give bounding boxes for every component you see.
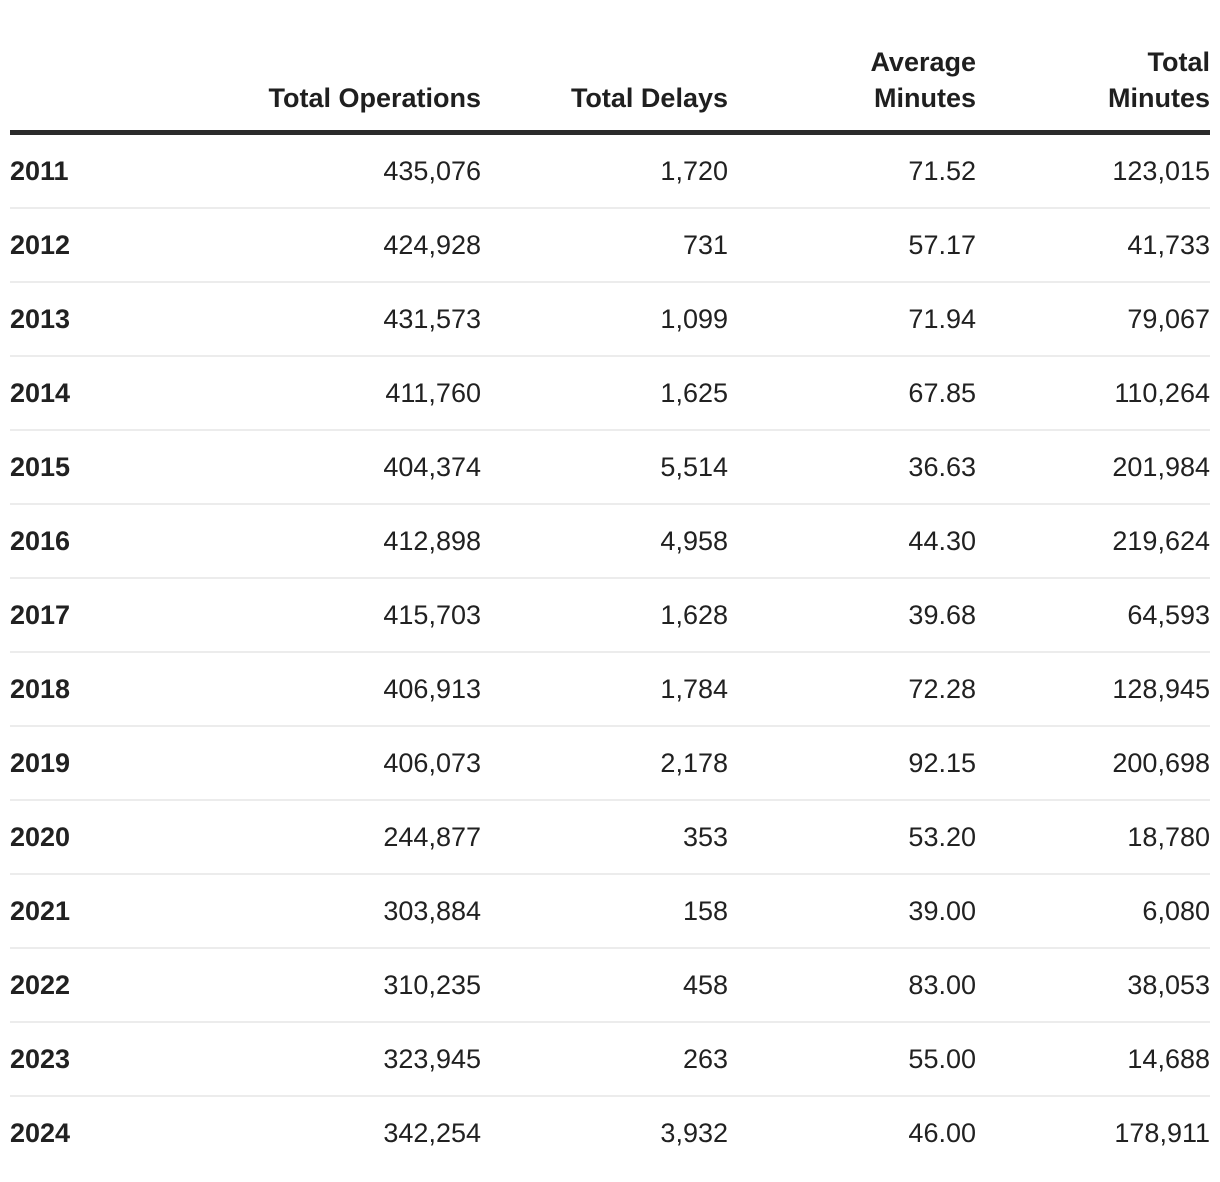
- average-minutes-cell: 46.00: [728, 1095, 976, 1169]
- table-row: 2019 406,073 2,178 92.15 200,698: [10, 725, 1210, 800]
- year-cell: 2015: [10, 429, 140, 504]
- table-row: 2014 411,760 1,625 67.85 110,264: [10, 355, 1210, 430]
- total-operations-cell: 323,945: [140, 1021, 481, 1096]
- total-delays-cell: 1,784: [481, 651, 728, 726]
- total-delays-cell: 1,625: [481, 355, 728, 430]
- year-cell: 2012: [10, 207, 140, 282]
- total-minutes-cell: 38,053: [976, 947, 1210, 1022]
- average-minutes-cell: 71.52: [908, 155, 976, 186]
- average-minutes-cell: 55.00: [728, 1021, 976, 1096]
- year-cell: 2018: [10, 651, 140, 726]
- average-minutes-cell: 92.15: [728, 725, 976, 800]
- column-header-total-delays: Total Delays: [481, 0, 728, 135]
- table-row: 2012 424,928 731 57.17 41,733: [10, 207, 1210, 282]
- table-row: 2016 412,898 4,958 44.30 219,624: [10, 503, 1210, 578]
- average-minutes-cell: 44.30: [728, 503, 976, 578]
- year-cell: 2014: [10, 355, 140, 430]
- total-operations-cell: 412,898: [140, 503, 481, 578]
- year-cell: 2020: [10, 799, 140, 874]
- average-minutes-cell: 83.00: [728, 947, 976, 1022]
- average-minutes-cell: 71.94: [728, 281, 976, 356]
- table-row: 2018 406,913 1,784 72.28 128,945: [10, 651, 1210, 726]
- total-operations-cell: 404,374: [140, 429, 481, 504]
- total-delays-cell: 353: [481, 799, 728, 874]
- average-minutes-cell: 36.63: [728, 429, 976, 504]
- total-minutes-cell: 18,780: [976, 799, 1210, 874]
- total-operations-cell: 431,573: [140, 281, 481, 356]
- table-row: 2017 415,703 1,628 39.68 64,593: [10, 577, 1210, 652]
- total-operations-cell: 406,073: [140, 725, 481, 800]
- total-operations-cell: 424,928: [140, 207, 481, 282]
- total-minutes-cell: 219,624: [976, 503, 1210, 578]
- year-cell: 2011: [10, 155, 69, 186]
- year-cell: 2016: [10, 503, 140, 578]
- year-cell: 2024: [10, 1095, 140, 1169]
- total-minutes-cell: 128,945: [976, 651, 1210, 726]
- total-delays-cell: 1,099: [481, 281, 728, 356]
- total-delays-cell: 731: [481, 207, 728, 282]
- total-minutes-cell: 123,015: [1112, 155, 1210, 186]
- yearly-operations-table: Total Operations Total Delays Average Mi…: [10, 0, 1210, 1169]
- year-cell: 2022: [10, 947, 140, 1022]
- table-row: 2015 404,374 5,514 36.63 201,984: [10, 429, 1210, 504]
- year-cell: 2021: [10, 873, 140, 948]
- total-operations-cell: 310,235: [140, 947, 481, 1022]
- total-delays-cell: 263: [481, 1021, 728, 1096]
- total-minutes-cell: 200,698: [976, 725, 1210, 800]
- column-header-total-minutes: Total Minutes: [976, 0, 1210, 135]
- table-row: 2021 303,884 158 39.00 6,080: [10, 873, 1210, 948]
- table-row: 2024 342,254 3,932 46.00 178,911: [10, 1095, 1210, 1169]
- total-minutes-cell: 110,264: [976, 355, 1210, 430]
- total-operations-cell: 303,884: [140, 873, 481, 948]
- total-operations-cell: 411,760: [140, 355, 481, 430]
- table-row: 2023 323,945 263 55.00 14,688: [10, 1021, 1210, 1096]
- total-minutes-cell: 178,911: [976, 1095, 1210, 1169]
- column-header-average-minutes: Average Minutes: [728, 0, 976, 135]
- total-delays-cell: 3,932: [481, 1095, 728, 1169]
- total-minutes-cell: 6,080: [976, 873, 1210, 948]
- total-minutes-cell: 201,984: [976, 429, 1210, 504]
- total-operations-cell: 415,703: [140, 577, 481, 652]
- total-delays-cell: 158: [481, 873, 728, 948]
- table-row: 2013 431,573 1,099 71.94 79,067: [10, 281, 1210, 356]
- average-minutes-cell: 53.20: [728, 799, 976, 874]
- year-cell: 2019: [10, 725, 140, 800]
- total-delays-cell: 1,720: [660, 155, 728, 186]
- average-minutes-cell: 57.17: [728, 207, 976, 282]
- total-delays-cell: 1,628: [481, 577, 728, 652]
- total-minutes-cell: 79,067: [976, 281, 1210, 356]
- total-operations-cell: 406,913: [140, 651, 481, 726]
- table-row: 2011 435,076 1,720 71.52 123,015: [10, 133, 1210, 209]
- total-delays-cell: 4,958: [481, 503, 728, 578]
- header-row: Total Operations Total Delays Average Mi…: [10, 0, 1210, 135]
- total-delays-cell: 2,178: [481, 725, 728, 800]
- total-operations-cell: 342,254: [140, 1095, 481, 1169]
- total-operations-cell: 244,877: [140, 799, 481, 874]
- total-minutes-cell: 41,733: [976, 207, 1210, 282]
- total-operations-cell: 435,076: [383, 155, 481, 186]
- column-header-year: [10, 0, 140, 135]
- average-minutes-cell: 72.28: [728, 651, 976, 726]
- year-cell: 2023: [10, 1021, 140, 1096]
- column-header-total-operations: Total Operations: [140, 0, 481, 135]
- average-minutes-cell: 39.68: [728, 577, 976, 652]
- total-delays-cell: 5,514: [481, 429, 728, 504]
- year-cell: 2013: [10, 281, 140, 356]
- total-minutes-cell: 64,593: [976, 577, 1210, 652]
- average-minutes-cell: 39.00: [728, 873, 976, 948]
- year-cell: 2017: [10, 577, 140, 652]
- average-minutes-cell: 67.85: [728, 355, 976, 430]
- table-row: 2022 310,235 458 83.00 38,053: [10, 947, 1210, 1022]
- total-delays-cell: 458: [481, 947, 728, 1022]
- total-minutes-cell: 14,688: [976, 1021, 1210, 1096]
- table-row: 2020 244,877 353 53.20 18,780: [10, 799, 1210, 874]
